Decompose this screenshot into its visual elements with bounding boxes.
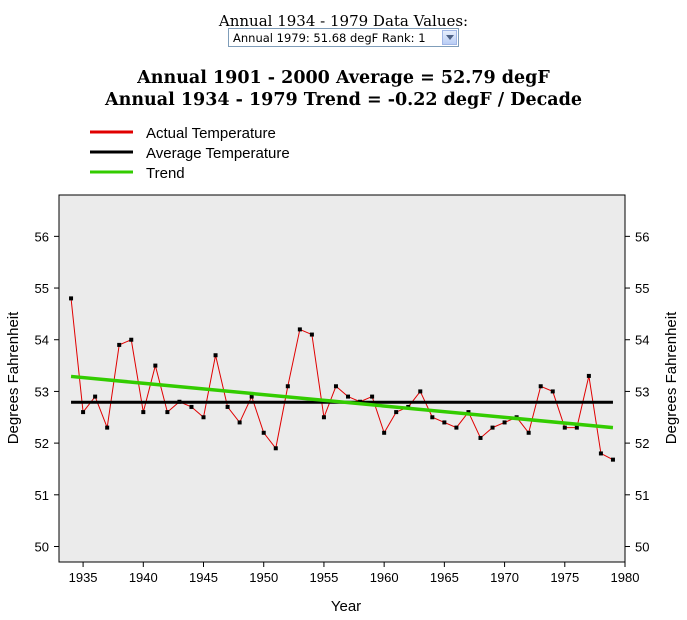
point-actual-1941 [153,363,158,368]
point-actual-1953 [297,327,302,332]
y-axis-title-right: Degrees Fahrenheit [663,311,680,444]
data-values-label: Annual 1934 - 1979 Data Values: [218,12,469,30]
select-current-value: Annual 1979: 51.68 degF Rank: 1 [233,31,426,45]
x-tick-label-1970: 1970 [490,570,519,585]
y-tick-label-right-55: 55 [635,281,649,296]
y-tick-label-right-52: 52 [635,436,649,451]
point-actual-1944 [189,404,194,409]
legend-average-label: Average Temperature [146,145,290,162]
x-tick-label-1955: 1955 [309,570,338,585]
point-actual-1959 [370,394,375,399]
point-actual-1947 [225,404,230,409]
point-actual-1939 [129,337,134,342]
x-tick-label-1965: 1965 [430,570,459,585]
point-actual-1968 [478,435,483,440]
point-actual-1975 [562,425,567,430]
point-actual-1934 [69,296,74,301]
legend-trend-label: Trend [146,165,185,182]
point-actual-1938 [117,342,122,347]
y-tick-label-left-56: 56 [35,229,49,244]
point-actual-1945 [201,415,206,420]
point-actual-1964 [430,415,435,420]
plot-area [58,194,626,563]
point-actual-1972 [526,430,531,435]
point-actual-1957 [346,394,351,399]
y-axis-title-left: Degrees Fahrenheit [5,311,22,444]
y-tick-label-left-53: 53 [35,384,49,399]
data-values-select[interactable]: Annual 1979: 51.68 degF Rank: 1 [228,28,459,47]
point-actual-1977 [586,373,591,378]
legend: Actual Temperature Average Temperature T… [90,125,290,182]
point-actual-1967 [466,410,471,415]
series-line-actual [70,298,614,461]
point-actual-1970 [502,420,507,425]
point-actual-1952 [285,384,290,389]
point-actual-1963 [418,389,423,394]
point-actual-1935 [81,410,86,415]
point-actual-1974 [550,389,555,394]
point-actual-1956 [333,384,338,389]
point-actual-1966 [454,425,459,430]
x-tick-label-1950: 1950 [249,570,278,585]
point-actual-1946 [213,353,218,358]
series-line-trend [70,374,614,430]
point-actual-1960 [382,430,387,435]
point-actual-1973 [538,384,543,389]
y-tick-label-right-53: 53 [635,384,649,399]
point-actual-1937 [105,425,110,430]
point-actual-1951 [273,446,278,451]
point-actual-1950 [261,430,266,435]
point-actual-1961 [394,410,399,415]
x-tick-label-1960: 1960 [370,570,399,585]
x-tick-label-1940: 1940 [129,570,158,585]
y-tick-label-left-54: 54 [35,333,49,348]
point-actual-1969 [490,425,495,430]
chevron-down-icon[interactable] [442,30,457,45]
y-tick-label-right-54: 54 [635,333,649,348]
x-axis-title: Year [331,598,361,615]
point-actual-1955 [321,415,326,420]
y-tick-label-left-50: 50 [35,539,49,554]
x-tick-label-1975: 1975 [550,570,579,585]
average-title: Annual 1901 - 2000 Average = 52.79 degF [137,68,550,88]
point-actual-1954 [309,332,314,337]
y-tick-label-left-52: 52 [35,436,49,451]
point-actual-1965 [442,420,447,425]
point-actual-1936 [93,394,98,399]
y-tick-label-right-51: 51 [635,488,649,503]
point-actual-1976 [574,425,579,430]
y-tick-label-left-55: 55 [35,281,49,296]
point-actual-1940 [141,410,146,415]
point-actual-1979 [610,457,615,462]
point-actual-1948 [237,420,242,425]
x-tick-label-1935: 1935 [69,570,98,585]
y-tick-label-left-51: 51 [35,488,49,503]
x-tick-label-1980: 1980 [611,570,640,585]
point-actual-1978 [598,451,603,456]
point-actual-1949 [249,394,254,399]
x-tick-label-1945: 1945 [189,570,218,585]
point-actual-1942 [165,410,170,415]
y-tick-label-right-50: 50 [635,539,649,554]
trend-title: Annual 1934 - 1979 Trend = -0.22 degF / … [105,90,582,110]
legend-actual-label: Actual Temperature [146,125,276,142]
y-tick-label-right-56: 56 [635,229,649,244]
